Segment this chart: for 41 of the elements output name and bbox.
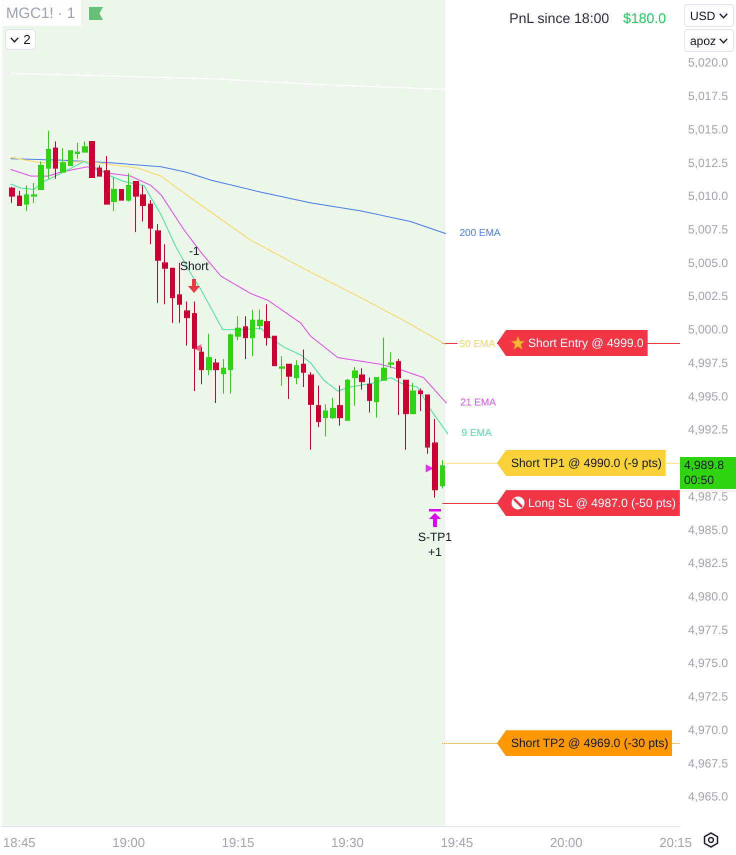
annotation: S-TP1 +1 (416, 530, 453, 560)
x-tick-label: 18:45 (2, 835, 36, 850)
x-tick-label: 19:00 (112, 835, 145, 850)
annotation: 2 (23, 32, 31, 47)
x-tick-label: 19:45 (440, 835, 474, 850)
y-tick-label: 4,970.0 (688, 722, 728, 737)
label-tag: Short Entry @ 4999.0 (497, 330, 648, 356)
ref-line-label: Short Entry @ 4999.0 (528, 336, 644, 350)
text: 4,989.8 00:50 (680, 456, 736, 489)
y-tick-label: 5,005.0 (688, 256, 728, 270)
y-tick-label: 4,982.5 (688, 556, 728, 570)
x-tick-label: 20:00 (550, 835, 583, 850)
y-tick-label: 4,965.0 (688, 790, 728, 804)
y-tick-label: 5,010.0 (688, 189, 728, 204)
series-label: 21 EMA (460, 397, 496, 408)
y-tick-label: 4,992.5 (688, 422, 728, 437)
y-tick-label: 5,020.0 (688, 56, 728, 70)
series-label: 50 EMA (459, 338, 496, 350)
series-label: 200 EMA (459, 228, 501, 240)
annotation: $180.0 (623, 10, 666, 26)
x-tick-label: 19:30 (331, 835, 364, 850)
y-tick-label: 5,007.5 (688, 222, 728, 237)
y-tick-label: 4,977.5 (688, 622, 728, 637)
x-tick-label: 19:15 (222, 835, 254, 850)
y-tick-label: 4,997.5 (688, 356, 728, 370)
chart-title: MGC1! · 1 (0, 0, 82, 26)
y-tick-label: 4,972.5 (688, 690, 728, 704)
y-tick-label: 5,002.5 (688, 289, 728, 304)
x-tick-label: 20:15 (659, 835, 692, 850)
y-tick-label: 4,987.5 (688, 489, 728, 504)
annotation: PnL since 18:00 (509, 10, 610, 26)
y-tick-label: 5,012.5 (688, 156, 728, 170)
y-tick-label: 4,995.0 (688, 389, 728, 404)
y-tick-label: 4,967.5 (688, 756, 728, 770)
y-tick-label: 5,015.0 (688, 122, 728, 136)
y-tick-label: 4,985.0 (688, 522, 728, 537)
y-tick-label: 4,980.0 (688, 589, 728, 604)
y-tick-label: 5,017.5 (688, 89, 728, 104)
y-tick-label: 4,975.0 (688, 656, 728, 670)
series-label: 9 EMA (462, 428, 492, 440)
y-tick-label: 5,000.0 (688, 322, 728, 337)
